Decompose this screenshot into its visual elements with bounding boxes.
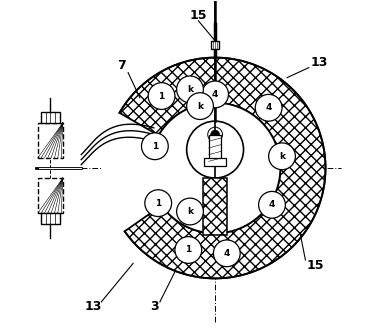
Text: 7: 7 bbox=[117, 59, 126, 73]
Circle shape bbox=[141, 133, 168, 160]
Text: 3: 3 bbox=[150, 300, 159, 313]
Circle shape bbox=[202, 81, 228, 108]
Bar bbox=[204, 158, 226, 166]
Text: 1: 1 bbox=[185, 246, 192, 254]
Text: 13: 13 bbox=[310, 56, 328, 69]
Text: 15: 15 bbox=[190, 9, 207, 22]
Circle shape bbox=[175, 237, 202, 263]
Bar bbox=[41, 112, 60, 123]
Circle shape bbox=[255, 94, 282, 121]
Wedge shape bbox=[101, 111, 165, 233]
Circle shape bbox=[148, 83, 175, 110]
Circle shape bbox=[269, 143, 295, 170]
Text: 4: 4 bbox=[212, 90, 218, 99]
Bar bbox=[38, 178, 63, 213]
Text: 13: 13 bbox=[84, 300, 102, 313]
Text: 1: 1 bbox=[152, 142, 158, 151]
Bar bbox=[209, 134, 222, 165]
Text: k: k bbox=[187, 207, 193, 216]
Circle shape bbox=[187, 93, 214, 120]
Bar bbox=[41, 213, 60, 224]
Wedge shape bbox=[105, 57, 326, 279]
Text: 1: 1 bbox=[158, 91, 165, 100]
Circle shape bbox=[177, 76, 203, 103]
Circle shape bbox=[259, 192, 285, 218]
Text: k: k bbox=[187, 85, 193, 94]
Text: 4: 4 bbox=[266, 103, 272, 112]
Text: 15: 15 bbox=[307, 258, 324, 271]
Bar bbox=[38, 123, 63, 158]
Circle shape bbox=[214, 240, 240, 267]
Bar bbox=[211, 41, 219, 49]
Text: 1: 1 bbox=[155, 199, 162, 208]
Circle shape bbox=[150, 103, 280, 233]
Text: k: k bbox=[197, 101, 203, 111]
Bar bbox=[203, 178, 227, 235]
Circle shape bbox=[177, 198, 203, 225]
Circle shape bbox=[187, 121, 244, 178]
Text: 4: 4 bbox=[269, 200, 275, 209]
Circle shape bbox=[211, 130, 219, 139]
Text: k: k bbox=[279, 152, 285, 161]
Text: 4: 4 bbox=[223, 249, 230, 258]
Circle shape bbox=[145, 190, 172, 216]
